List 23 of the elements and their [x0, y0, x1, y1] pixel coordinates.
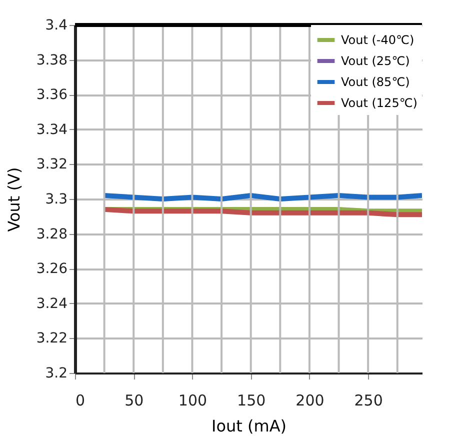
y-tick-label: 3.34	[36, 122, 68, 138]
legend-label: Vout (25℃)	[341, 54, 410, 68]
x-axis-title: Iout (mA)	[211, 416, 287, 436]
x-tick-label: 250	[354, 392, 383, 410]
y-axis-title: Vout (V)	[4, 167, 24, 232]
y-tick-label: 3.28	[36, 226, 68, 242]
y-tick-label: 3.36	[36, 87, 68, 104]
x-tick-label: 50	[124, 392, 144, 410]
x-tick-label: 200	[296, 392, 324, 410]
legend-label: Vout (125℃)	[341, 96, 418, 110]
y-tick-label: 3.24	[36, 296, 68, 312]
legend-label: Vout (-40℃)	[341, 33, 414, 47]
y-tick-label: 3.2	[45, 366, 68, 382]
legend-label: Vout (85℃)	[341, 75, 410, 89]
y-tick-label: 3.38	[36, 52, 68, 68]
y-tick-label: 3.26	[36, 261, 68, 278]
y-tick-label: 3.22	[36, 330, 68, 347]
y-tick-label: 3.4	[45, 18, 68, 34]
x-tick-label: 150	[237, 392, 266, 410]
x-tick-label: 0	[76, 392, 86, 410]
y-tick-label: 3.32	[36, 156, 68, 173]
x-tick-label: 100	[178, 392, 208, 410]
y-tick-label: 3.3	[45, 192, 68, 208]
